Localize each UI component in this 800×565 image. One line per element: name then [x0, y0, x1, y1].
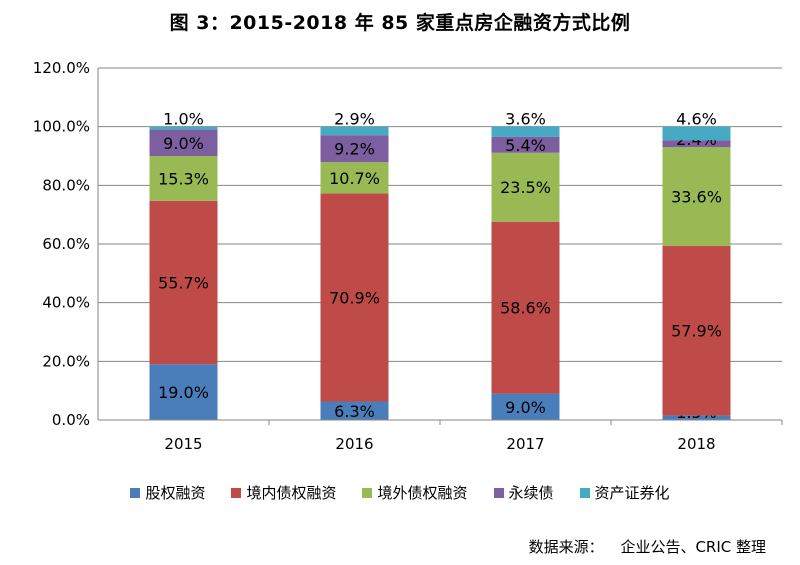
data-label: 6.3% — [334, 402, 375, 421]
data-label: 2.9% — [334, 110, 375, 129]
source-text: 企业公告、CRIC 整理 — [620, 538, 766, 556]
bar-segment — [320, 162, 389, 194]
bar-segment — [491, 152, 560, 222]
bar-segment — [320, 193, 389, 402]
bar-segment — [662, 415, 731, 420]
bar-segment — [491, 136, 560, 153]
data-label: 9.0% — [163, 134, 204, 153]
data-label: 9.0% — [505, 398, 546, 417]
data-label: 10.7% — [329, 169, 380, 188]
y-tick-label: 0.0% — [52, 411, 90, 429]
legend-swatch — [579, 487, 590, 498]
legend-label: 境内债权融资 — [246, 484, 337, 502]
bar-segment — [491, 393, 560, 420]
bar-segment — [320, 135, 389, 163]
bar-segment — [662, 140, 731, 148]
data-label: 33.6% — [671, 187, 722, 206]
source-note: 数据来源： 企业公告、CRIC 整理 — [529, 536, 766, 557]
legend-label: 境外债权融资 — [377, 484, 468, 502]
x-tick-label: 2017 — [506, 435, 544, 453]
legend-item: 资产证券化 — [579, 482, 670, 503]
y-tick-label: 60.0% — [42, 235, 90, 253]
x-tick-label: 2015 — [164, 435, 202, 453]
chart-title: 图 3：2015-2018 年 85 家重点房企融资方式比例 — [169, 12, 631, 34]
x-tick-label: 2016 — [335, 435, 373, 453]
data-label: 5.4% — [505, 136, 546, 155]
legend-swatch — [231, 487, 242, 498]
legend-label: 资产证券化 — [594, 484, 670, 502]
data-label: 57.9% — [671, 322, 722, 341]
bar-segment — [149, 126, 218, 130]
stacked-bar-chart: 0.0% 20.0% 40.0% 60.0% 80.0% 100.0% 120.0% 2015… — [33, 59, 783, 453]
bar-segment — [491, 221, 560, 394]
data-label: 1.0% — [163, 110, 204, 129]
legend-label: 永续债 — [508, 484, 554, 502]
data-label: 15.3% — [158, 169, 209, 188]
legend-item: 境外债权融资 — [362, 482, 468, 503]
data-label: 9.2% — [334, 140, 375, 159]
bar-segment — [149, 364, 218, 420]
bar-segment — [491, 126, 560, 137]
data-label: 23.5% — [500, 178, 551, 197]
data-label: 3.6% — [505, 109, 546, 128]
data-label: 58.6% — [500, 299, 551, 318]
y-tick-label: 80.0% — [42, 176, 90, 194]
bar-segment — [149, 156, 218, 201]
legend-swatch — [362, 487, 373, 498]
source-label: 数据来源： — [528, 538, 604, 556]
bar-segment — [320, 126, 389, 136]
y-tick-label: 120.0% — [33, 59, 90, 77]
chart-legend: 股权融资 境内债权融资 境外债权融资 永续债 资产证券化 — [0, 482, 800, 503]
legend-swatch — [493, 487, 504, 498]
legend-item: 境内债权融资 — [231, 482, 336, 503]
x-tick-label: 2018 — [677, 435, 715, 453]
data-label: 70.9% — [329, 289, 380, 308]
bar-segment — [320, 401, 389, 420]
bar-segment — [662, 245, 731, 416]
bar-segment — [149, 129, 218, 156]
legend-label: 股权融资 — [145, 484, 206, 502]
bar-segment — [662, 126, 731, 141]
data-label: 4.6% — [676, 110, 717, 129]
bar-segment — [662, 147, 731, 246]
y-tick-label: 40.0% — [42, 294, 90, 312]
legend-item: 股权融资 — [130, 482, 205, 503]
legend-item: 永续债 — [493, 482, 554, 503]
legend-swatch — [130, 487, 141, 498]
data-label: 19.0% — [158, 383, 209, 402]
y-tick-label: 20.0% — [42, 352, 90, 370]
data-label: 55.7% — [158, 274, 209, 293]
y-tick-label: 100.0% — [33, 118, 90, 136]
bar-segment — [149, 200, 218, 365]
